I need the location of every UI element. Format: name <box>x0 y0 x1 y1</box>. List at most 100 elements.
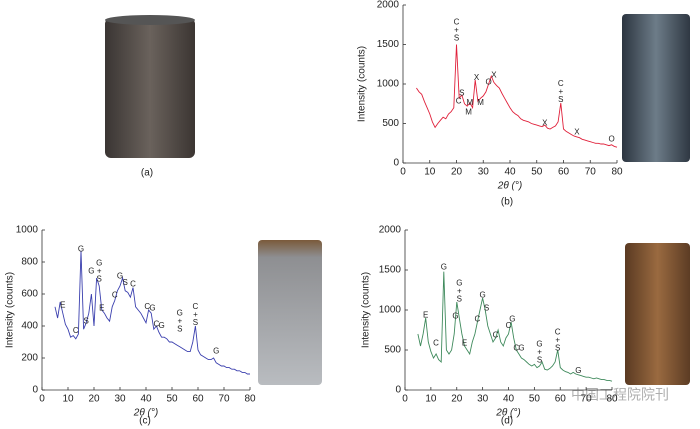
peak-label: + <box>454 25 459 34</box>
peak-label: S <box>537 356 542 365</box>
peak-label: X <box>491 70 497 79</box>
x-axis-label: 2θ (°) <box>133 408 158 419</box>
y-tick-label: 2000 <box>379 225 402 236</box>
peak-label: + <box>193 310 198 319</box>
y-axis-label: Intensity (counts) <box>5 272 16 348</box>
x-tick-label: 30 <box>478 167 490 178</box>
peak-label: C <box>433 339 439 348</box>
photo-d <box>625 243 690 385</box>
x-tick-label: 60 <box>192 394 204 405</box>
peak-label: C <box>456 96 462 105</box>
photo-c <box>258 240 322 385</box>
x-tick-label: 20 <box>451 394 463 405</box>
peak-label: C <box>454 17 460 26</box>
x-tick-label: 70 <box>581 394 593 405</box>
peak-label: G <box>177 308 183 317</box>
x-tick-label: 60 <box>555 394 567 405</box>
caption: (a) <box>141 168 153 179</box>
peak-label: G <box>452 312 458 321</box>
peak-label: C <box>144 302 150 311</box>
peak-label: + <box>457 287 462 296</box>
peak-label: X <box>474 73 480 82</box>
x-tick-label: 80 <box>606 394 618 405</box>
x-tick-label: 0 <box>39 394 45 405</box>
y-tick-label: 200 <box>21 353 38 364</box>
y-tick-label: 0 <box>32 385 38 396</box>
peak-label: G <box>456 279 462 288</box>
x-axis-label: 2θ (°) <box>497 181 522 192</box>
peak-label: G <box>213 347 219 356</box>
y-tick-label: 600 <box>21 289 38 300</box>
x-tick-label: 0 <box>402 394 408 405</box>
y-tick-label: 1000 <box>377 79 400 90</box>
peak-label: + <box>537 348 542 357</box>
peak-label: + <box>177 316 182 325</box>
peak-label: S <box>555 344 560 353</box>
peak-label: C <box>130 280 136 289</box>
xrd-line <box>54 250 250 375</box>
peak-label: S <box>457 295 462 304</box>
peak-label: M <box>477 98 484 107</box>
peak-label: G <box>149 304 155 313</box>
peak-label: G <box>88 267 94 276</box>
x-tick-label: 40 <box>503 394 515 405</box>
photo-a <box>105 15 195 158</box>
peak-label: C <box>193 302 199 311</box>
peak-label: C <box>513 344 519 353</box>
x-tick-label: 70 <box>585 167 597 178</box>
x-tick-label: 10 <box>424 167 436 178</box>
peak-label: S <box>454 33 459 42</box>
x-tick-label: 50 <box>529 394 541 405</box>
x-tick-label: 10 <box>62 394 74 405</box>
peak-label: + <box>558 87 563 96</box>
peak-label: C <box>475 315 481 324</box>
y-tick-label: 500 <box>384 345 401 356</box>
peak-label: X <box>542 119 548 128</box>
x-tick-label: 80 <box>244 394 256 405</box>
caption: (d) <box>501 416 513 427</box>
x-tick-label: 30 <box>477 394 489 405</box>
x-tick-label: 50 <box>531 167 543 178</box>
xrd-line <box>417 271 613 382</box>
peak-label: C <box>493 331 499 340</box>
y-tick-label: 800 <box>21 257 38 268</box>
peak-label: S <box>123 278 128 287</box>
x-tick-label: 0 <box>400 167 406 178</box>
x-tick-label: 20 <box>451 167 463 178</box>
peak-label: X <box>574 127 580 136</box>
xrd-line <box>416 44 618 148</box>
y-axis-label: Intensity (counts) <box>361 272 372 348</box>
peak-label: S <box>558 95 563 104</box>
x-tick-label: 30 <box>114 394 126 405</box>
x-tick-label: 80 <box>611 167 623 178</box>
peak-label: S <box>97 275 102 284</box>
peak-label: G <box>509 315 515 324</box>
peak-label: S <box>84 316 89 325</box>
y-tick-label: 1500 <box>377 39 400 50</box>
peak-label: O <box>609 134 615 143</box>
x-tick-label: 40 <box>504 167 516 178</box>
peak-label: S <box>177 324 182 333</box>
x-tick-label: 60 <box>558 167 570 178</box>
y-tick-label: 2000 <box>377 0 400 11</box>
peak-label: C <box>112 291 118 300</box>
peak-label: G <box>117 272 123 281</box>
peak-label: + <box>97 267 102 276</box>
x-tick-label: 20 <box>88 394 100 405</box>
peak-label: G <box>96 259 102 268</box>
y-tick-label: 1000 <box>16 225 39 236</box>
y-axis-label: Intensity (counts) <box>357 46 368 122</box>
peak-label: C <box>73 326 79 335</box>
peak-label: S <box>459 89 464 98</box>
caption: (b) <box>501 197 513 208</box>
peak-label: C <box>506 321 512 330</box>
peak-label: M <box>465 108 472 117</box>
y-tick-label: 1500 <box>379 265 402 276</box>
y-tick-label: 1000 <box>379 305 402 316</box>
peak-label: S <box>484 304 489 313</box>
peak-label: G <box>575 366 581 375</box>
peak-label: G <box>536 340 542 349</box>
x-tick-label: 10 <box>425 394 437 405</box>
peak-label: + <box>555 336 560 345</box>
